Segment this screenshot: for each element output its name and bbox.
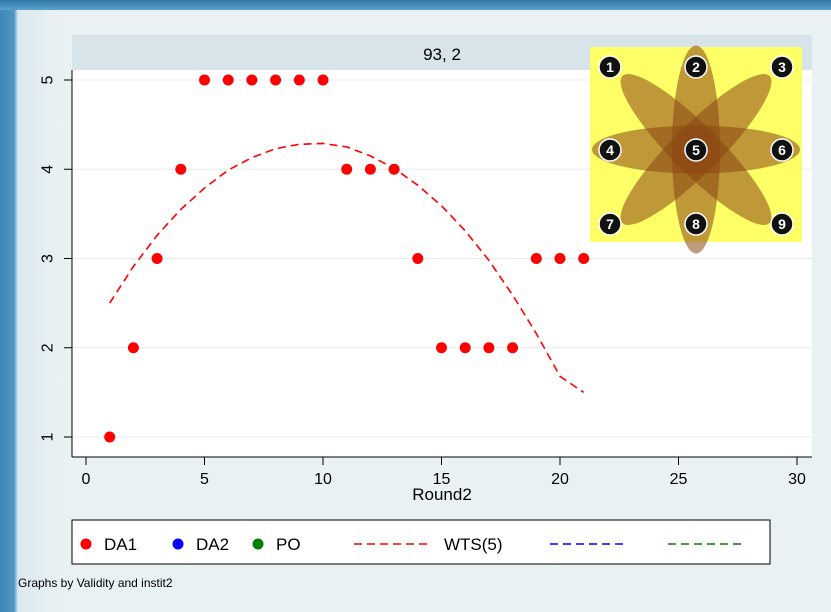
data-point-da1	[578, 253, 590, 264]
inset-marker	[770, 138, 794, 162]
legend-label: WTS(5)	[444, 535, 503, 554]
data-point-da1	[507, 342, 519, 354]
point-layer	[104, 74, 590, 443]
data-point-da1	[530, 253, 542, 264]
legend-label: PO	[276, 535, 301, 554]
graph-note: Graphs by Validity and instit2	[18, 576, 173, 590]
axis-layer: 1 2 3 4 5 0 5 10 15 20 25 30	[40, 70, 812, 488]
inset-marker-label: 5	[692, 142, 700, 158]
inset-marker-label: 3	[778, 59, 786, 75]
data-point-da1	[341, 163, 353, 175]
y-tick-label: 3	[40, 254, 57, 263]
data-point-da1	[436, 342, 447, 354]
x-tick-label: 10	[314, 471, 332, 488]
data-point-da1	[151, 253, 163, 264]
inset-marker	[684, 55, 708, 79]
x-axis-label: Round2	[412, 485, 472, 504]
inset-marker	[770, 212, 794, 236]
inset-marker	[598, 212, 622, 236]
inset-marker-label: 8	[692, 216, 700, 232]
legend-box	[71, 519, 771, 565]
data-point-da1	[459, 342, 471, 354]
data-point-da1	[246, 74, 258, 86]
inset-markers: 1 2 3 4 5 6 7 8 9	[598, 55, 794, 236]
legend-label: DA1	[104, 535, 137, 554]
fit-line-layer	[109, 142, 585, 394]
data-point-da1	[293, 74, 305, 86]
legend-marker	[80, 538, 92, 550]
y-tick-label: 1	[40, 432, 57, 441]
data-point-da1	[483, 342, 495, 354]
inset-marker	[684, 138, 708, 162]
data-point-da1	[104, 431, 116, 443]
inset-marker-label: 7	[606, 216, 614, 232]
data-point-da1	[270, 74, 282, 86]
inset-marker-label: 9	[778, 216, 786, 232]
data-point-da1	[199, 74, 210, 86]
inset-marker	[770, 55, 794, 79]
inset-marker	[598, 55, 622, 79]
panel-title: 93, 2	[423, 45, 461, 64]
inset-marker-label: 2	[692, 59, 700, 75]
inset-marker	[598, 138, 622, 162]
data-point-da1	[127, 342, 139, 354]
x-tick-label: 30	[788, 471, 806, 488]
y-tick-label: 5	[40, 75, 57, 84]
data-point-da1	[388, 163, 400, 175]
data-point-da1	[554, 253, 566, 264]
y-tick-label: 2	[40, 343, 57, 352]
legend-label: DA2	[196, 535, 229, 554]
data-point-da1	[412, 253, 424, 264]
x-tick-label: 20	[551, 471, 569, 488]
fit-line-wts5	[109, 142, 585, 394]
inset-marker-label: 1	[606, 59, 614, 75]
data-point-da1	[317, 74, 329, 86]
data-point-da1	[175, 163, 187, 175]
y-tick-label: 4	[40, 165, 57, 174]
inset-marker-label: 4	[606, 142, 614, 158]
top-bar	[0, 0, 831, 10]
x-tick-label: 15	[433, 471, 451, 488]
x-tick-label: 5	[200, 471, 209, 488]
data-point-da1	[222, 74, 234, 86]
legend-marker	[252, 538, 264, 550]
x-tick-label: 25	[670, 471, 688, 488]
x-tick-label: 0	[82, 471, 91, 488]
legend: DA1 DA2 PO WTS(5)	[80, 535, 746, 554]
inset-diagram: 1 2 3 4 5 6 7 8 9	[590, 45, 802, 254]
legend-marker	[172, 538, 184, 550]
inset-marker-label: 6	[778, 142, 786, 158]
inset-marker	[684, 212, 708, 236]
data-point-da1	[364, 163, 376, 175]
